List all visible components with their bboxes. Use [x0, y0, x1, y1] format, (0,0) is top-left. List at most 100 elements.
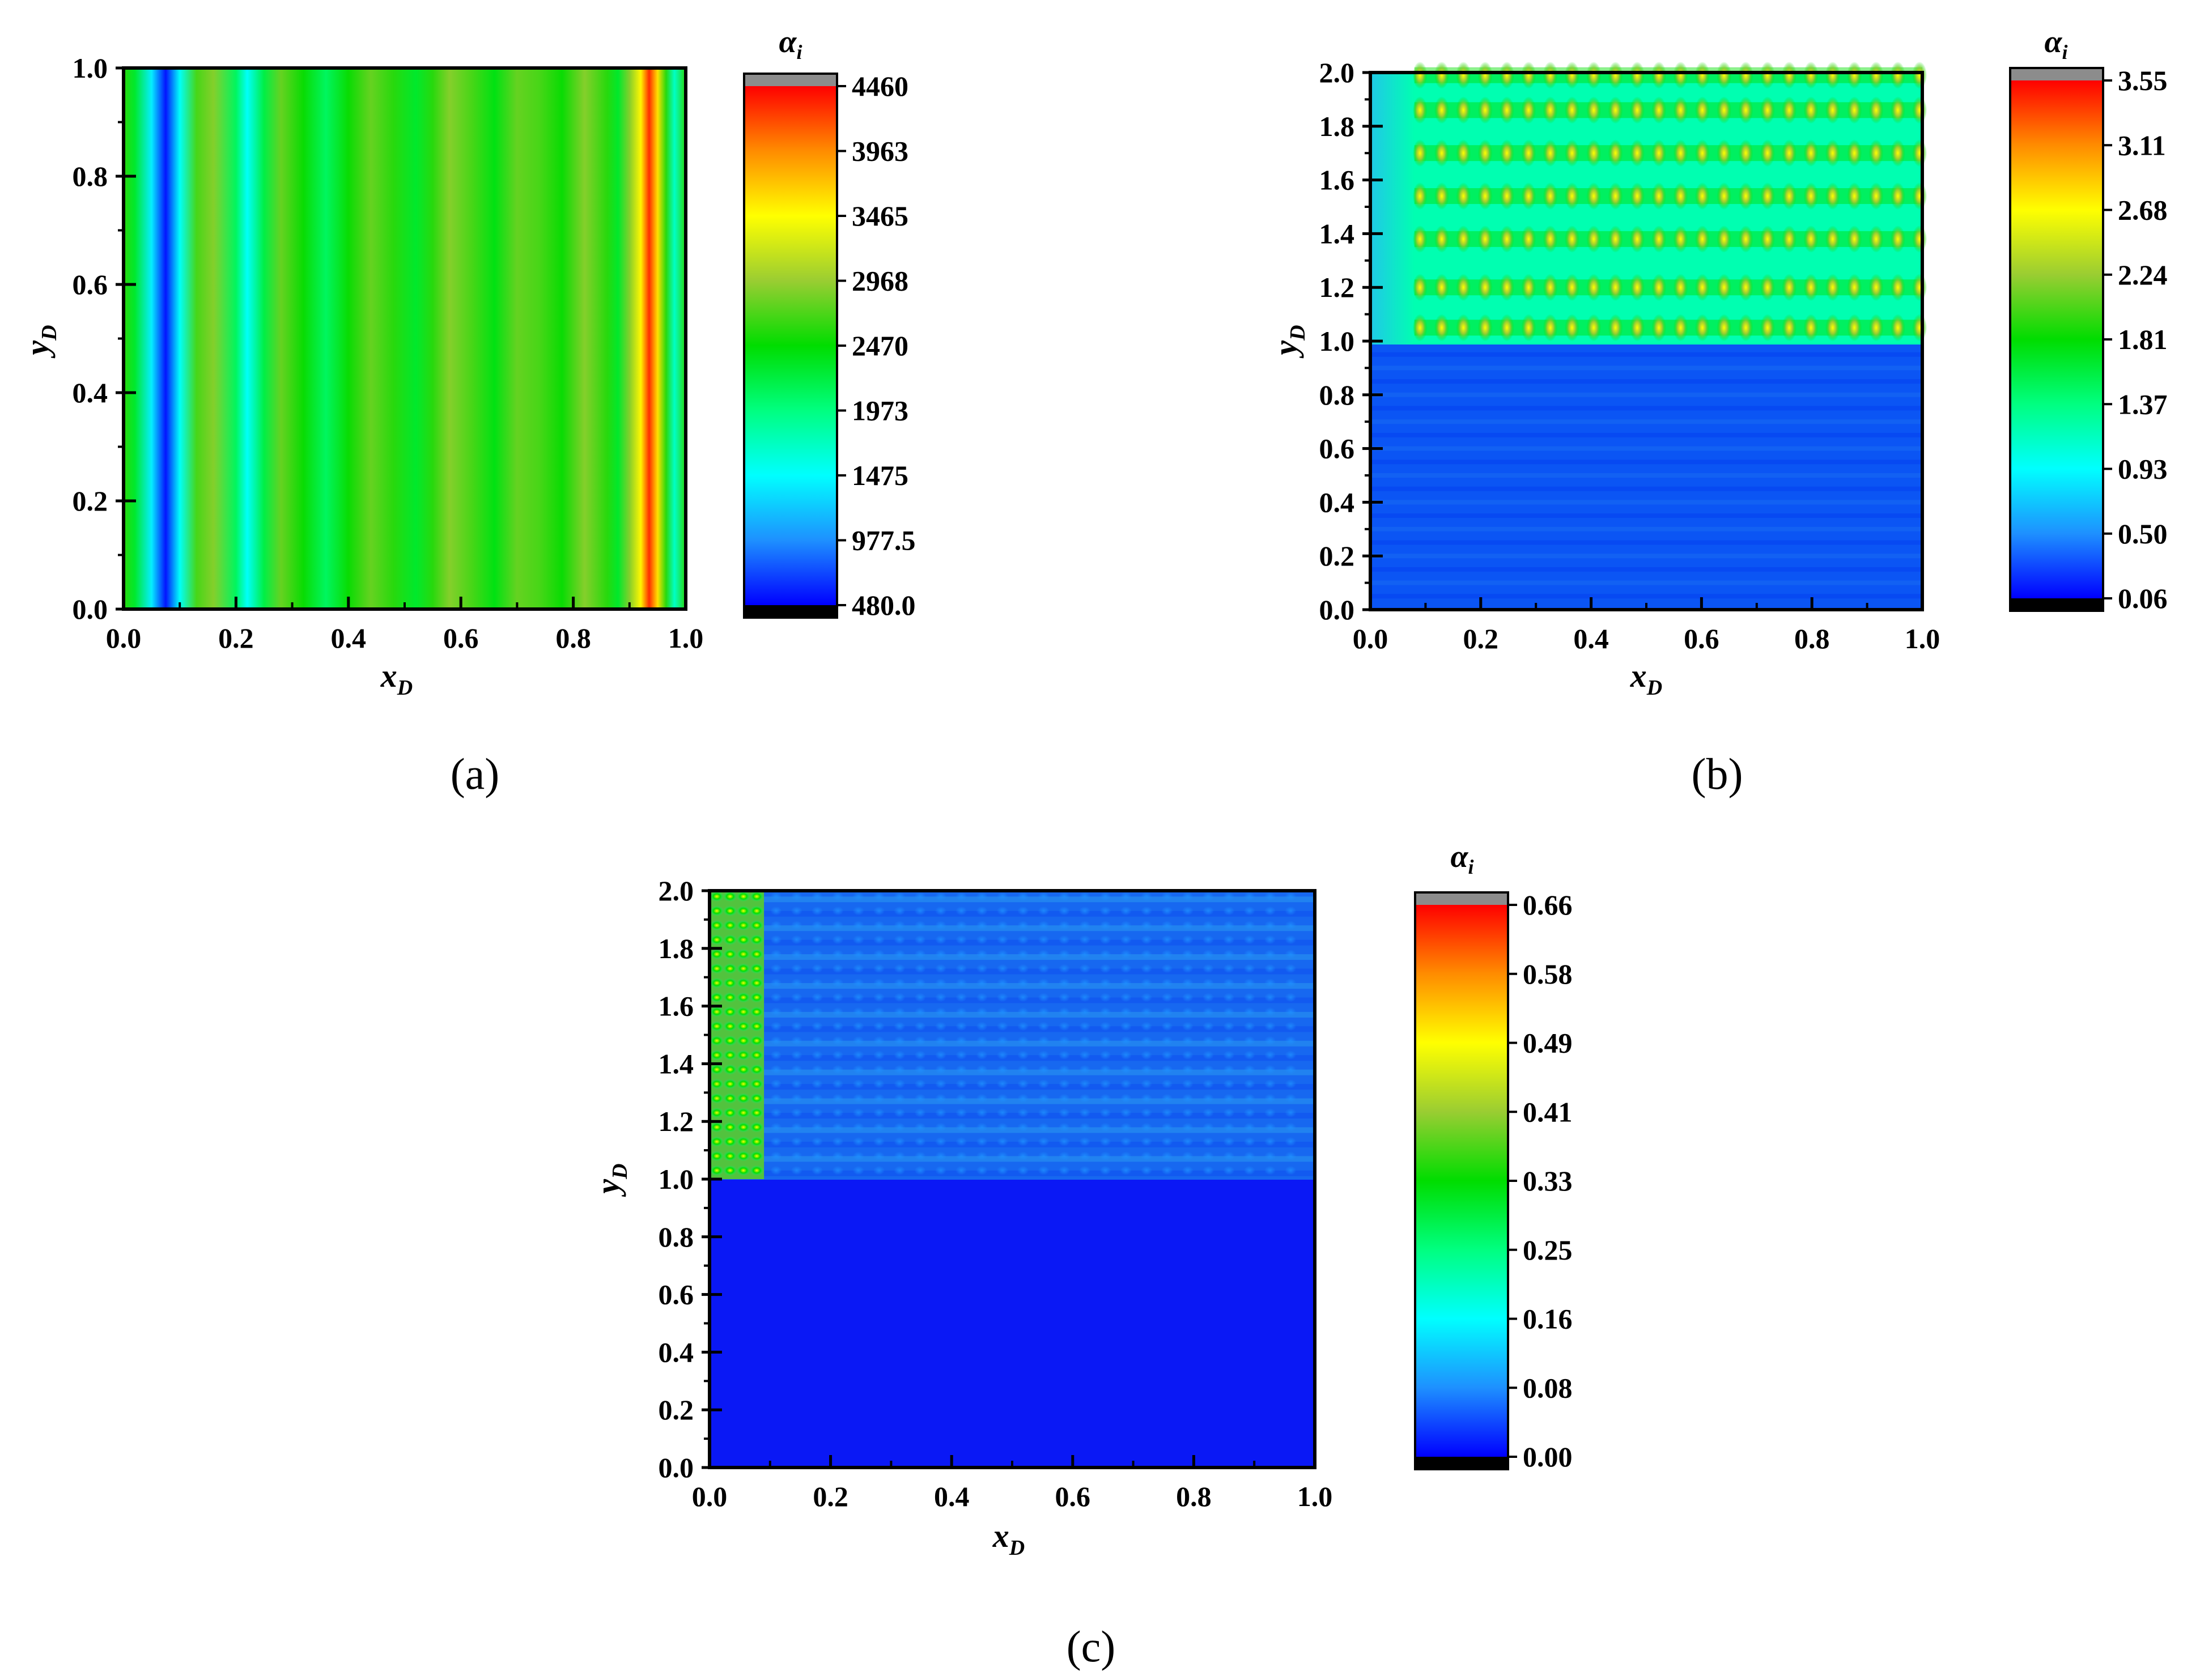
- faint-blob: [1285, 1022, 1297, 1031]
- faint-blob: [873, 1151, 885, 1161]
- peak-blob: [1868, 274, 1884, 301]
- faint-blob: [894, 1050, 906, 1060]
- colorbar-under-cap: [744, 605, 837, 618]
- peak-blob: [1694, 182, 1710, 210]
- peak-blob: [723, 1093, 737, 1104]
- faint-blob: [832, 1065, 844, 1074]
- faint-blob: [955, 1166, 967, 1175]
- peak-blob: [710, 1122, 724, 1133]
- colorbar-tick-label: 480.0: [852, 589, 916, 621]
- faint-blob: [832, 978, 844, 988]
- lower-stripe: [1370, 486, 1922, 491]
- faint-blob: [914, 1079, 926, 1089]
- faint-blob: [1017, 993, 1029, 1002]
- faint-blob: [914, 993, 926, 1002]
- faint-blob: [1141, 993, 1153, 1002]
- peak-blob: [1499, 139, 1514, 167]
- faint-blob: [1203, 964, 1214, 973]
- colorbar-tick-label: 1.81: [2118, 324, 2168, 355]
- peak-blob: [1868, 96, 1884, 124]
- faint-blob: [996, 1050, 1008, 1060]
- faint-blob: [1141, 1094, 1153, 1103]
- faint-blob: [873, 1079, 885, 1089]
- colorbar-tick-label: 1.37: [2118, 388, 2168, 420]
- faint-blob: [1017, 1022, 1029, 1031]
- peak-blob: [1456, 96, 1471, 124]
- faint-blob: [935, 1122, 946, 1132]
- peak-blob: [1673, 96, 1688, 124]
- lower-stripe: [1370, 432, 1922, 437]
- colorbar-tick-label: 0.06: [2118, 582, 2168, 614]
- peak-blob: [723, 920, 737, 931]
- peak-blob: [750, 891, 764, 902]
- faint-blob: [770, 949, 782, 959]
- peak-blob: [1673, 182, 1688, 210]
- peak-blob: [1912, 225, 1927, 253]
- faint-blob: [1243, 1036, 1255, 1045]
- peak-blob: [1803, 61, 1819, 89]
- faint-blob: [873, 921, 885, 930]
- peak-blob: [1803, 182, 1819, 210]
- peak-blob: [1629, 61, 1645, 89]
- peak-blob: [1782, 274, 1797, 301]
- faint-blob: [1017, 1122, 1029, 1132]
- y-tick-label: 0.0: [659, 1452, 694, 1483]
- faint-blob: [1099, 906, 1111, 916]
- peak-blob: [1586, 182, 1602, 210]
- faint-blob: [1182, 1151, 1194, 1161]
- faint-blob: [770, 993, 782, 1002]
- faint-blob: [914, 1166, 926, 1175]
- faint-blob: [832, 1022, 844, 1031]
- faint-blob: [955, 1137, 967, 1146]
- faint-blob: [1161, 906, 1173, 916]
- faint-blob: [914, 935, 926, 945]
- faint-blob: [935, 892, 946, 901]
- faint-blob: [1243, 964, 1255, 973]
- y-tick-label: 1.2: [659, 1105, 694, 1137]
- faint-blob: [914, 1137, 926, 1146]
- peak-blob: [1477, 225, 1493, 253]
- faint-blob: [1243, 1007, 1255, 1016]
- peak-blob: [736, 891, 750, 902]
- x-axis-label-c: xD: [992, 1517, 1025, 1560]
- faint-blob: [935, 964, 946, 973]
- peak-blob: [1651, 274, 1667, 301]
- peak-blob: [1434, 274, 1449, 301]
- faint-blob: [1243, 993, 1255, 1002]
- faint-blob: [1264, 1065, 1276, 1074]
- faint-blob: [812, 964, 823, 973]
- faint-blob: [996, 892, 1008, 901]
- y-tick-label: 0.6: [659, 1279, 694, 1311]
- peak-blob: [736, 1165, 750, 1176]
- peak-blob: [1651, 314, 1667, 342]
- y-axis-label-c: yD: [589, 1163, 632, 1197]
- x-tick-label: 0.0: [1353, 623, 1388, 654]
- colorbar-tick-label: 3.55: [2118, 65, 2168, 96]
- peak-blob: [1564, 182, 1579, 210]
- peak-blob: [1738, 139, 1753, 167]
- peak-blob: [1694, 314, 1710, 342]
- peak-blob: [1564, 314, 1579, 342]
- axis-ticks-b: 0.0 0.2 0.4 0.6 0.8 1.0 0.0 0.2 0.4 0.6 0.8 1.0 1.2 1…: [1319, 57, 1940, 654]
- faint-blob: [1182, 1022, 1194, 1031]
- peak-blob: [1912, 96, 1927, 124]
- faint-blob: [1264, 978, 1276, 988]
- faint-blob: [1203, 1094, 1214, 1103]
- peak-blob: [1717, 274, 1732, 301]
- faint-blob: [1120, 921, 1132, 930]
- faint-blob: [935, 978, 946, 988]
- peak-blob: [1434, 182, 1449, 210]
- faint-blob: [1285, 993, 1297, 1002]
- colorbar-title-a: αi: [779, 24, 802, 63]
- heatmap-lower-region-b: [1370, 305, 1922, 610]
- peak-blob: [1651, 96, 1667, 124]
- faint-blob: [976, 1007, 988, 1016]
- faint-blob: [873, 1137, 885, 1146]
- peak-blob: [1434, 61, 1449, 89]
- faint-blob: [894, 1166, 906, 1175]
- peak-blob: [723, 949, 737, 959]
- faint-blob: [914, 1050, 926, 1060]
- peak-blob: [1847, 182, 1862, 210]
- faint-blob: [791, 1036, 802, 1045]
- faint-blob: [812, 1036, 823, 1045]
